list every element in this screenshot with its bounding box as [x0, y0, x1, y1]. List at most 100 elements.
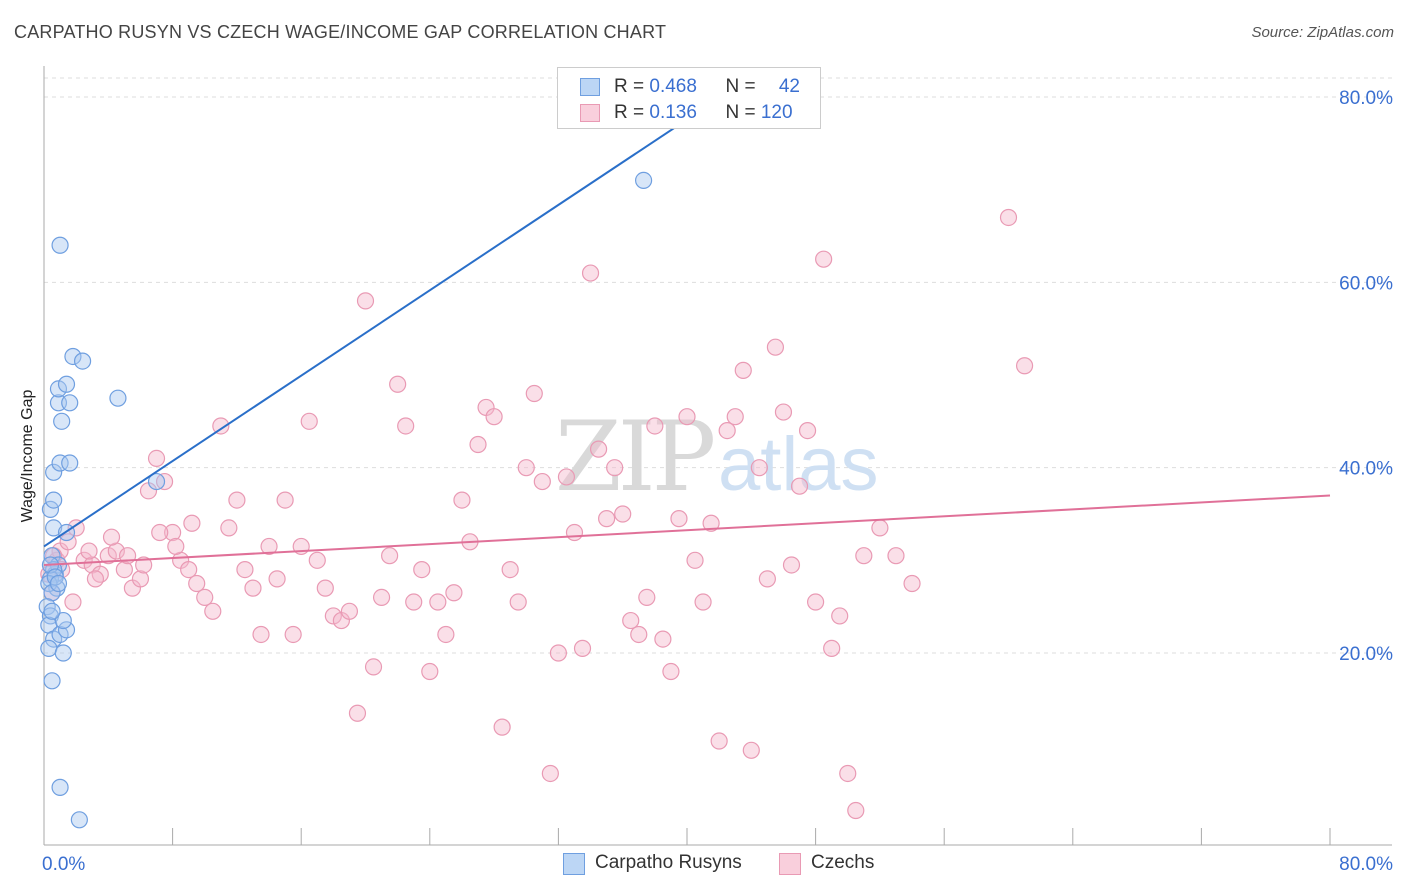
czechs-point [622, 611, 640, 630]
czechs-point [549, 644, 568, 662]
czechs-point [999, 208, 1018, 227]
czechs-point [397, 417, 415, 435]
czechs-point [815, 250, 833, 268]
czechs-point [381, 547, 399, 565]
czechs-point [694, 593, 712, 611]
czechs-point [212, 417, 230, 435]
czechs-point [806, 593, 825, 611]
czechs-point [855, 547, 873, 565]
czechs-point [340, 602, 359, 620]
czechs-point [421, 662, 439, 681]
carpatho-rusyns-point [41, 500, 60, 518]
carpatho-rusyns-point [51, 778, 69, 796]
czechs-point [102, 528, 121, 546]
czechs-point [67, 519, 85, 537]
legend-n-value: 120 [760, 102, 793, 123]
czechs-point [147, 449, 166, 467]
czechs-point [389, 375, 407, 393]
czechs-point [308, 551, 326, 569]
tick-labels: 20.0% 40.0% 60.0% 80.0% 0.0% 80.0% [42, 88, 1393, 875]
czechs-point [131, 570, 150, 588]
czechs-point [493, 718, 511, 736]
czechs-point [268, 570, 286, 588]
czechs-point [300, 412, 318, 430]
czechs-point [501, 560, 519, 579]
czechs-point [167, 537, 185, 556]
y-tick-label: 80.0% [1339, 88, 1393, 109]
correlation-legend: R = 0.468 N = 42 R = 0.136 N = 120 [557, 67, 821, 129]
czechs-point [316, 579, 334, 597]
legend-r-value: 0.468 [649, 76, 697, 97]
czechs-point [565, 523, 584, 542]
czechs-point [742, 741, 760, 759]
czechs-point [64, 593, 82, 611]
czechs-point [252, 625, 270, 644]
czechs-point [469, 435, 487, 454]
carpatho-rusyns-point [57, 621, 76, 639]
czechs-point [887, 547, 905, 565]
source-credit: Source: ZipAtlas.com [1251, 24, 1394, 41]
czechs-point [517, 459, 535, 477]
czechs-points [40, 208, 1034, 820]
legend-n-label: N = [725, 76, 761, 97]
czechs-point [405, 593, 423, 611]
carpatho-rusyns-point [147, 472, 166, 491]
czechs-point [115, 560, 133, 579]
czechs-point [718, 422, 736, 440]
legend-n-value: 42 [778, 76, 800, 97]
carpatho-rusyns-trend-line [43, 116, 691, 548]
czechs-point [638, 588, 656, 607]
czechs-point [228, 491, 246, 509]
carpatho-rusyns-points [38, 171, 653, 829]
czechs-point [260, 537, 278, 556]
czechs-point [180, 560, 198, 579]
czechs-point [453, 491, 471, 509]
czechs-point [774, 403, 793, 421]
blue-swatch [563, 853, 585, 875]
czechs-point [244, 579, 262, 597]
czechs-point [614, 505, 632, 523]
czechs-point [557, 468, 576, 486]
legend-label: Carpatho Rusyns [595, 852, 742, 873]
carpatho-rusyns-point [54, 611, 72, 630]
czechs-point [839, 764, 857, 783]
czechs-point [589, 440, 608, 458]
czechs-point [188, 574, 206, 593]
legend-n-label: N = [725, 102, 761, 123]
czechs-point [662, 662, 680, 681]
blue-swatch [580, 78, 600, 96]
carpatho-rusyns-point [634, 171, 653, 189]
czechs-point [220, 519, 238, 537]
carpatho-rusyns-point [40, 574, 58, 593]
czechs-point [702, 514, 720, 532]
czechs-point [847, 801, 865, 820]
czechs-point [485, 408, 503, 426]
carpatho-rusyns-point [61, 454, 79, 472]
legend-r-value: 0.136 [649, 102, 697, 123]
carpatho-rusyns-point [54, 644, 72, 662]
czechs-point [630, 625, 648, 644]
czechs-point [758, 570, 776, 588]
czechs-point [284, 625, 302, 644]
legend-r-label: R = [614, 102, 650, 123]
czechs-point [782, 556, 801, 574]
czechs-point [871, 519, 889, 537]
czechs-point [1015, 357, 1034, 375]
carpatho-rusyns-point [49, 380, 68, 398]
czechs-point [670, 510, 688, 528]
carpatho-rusyns-point [73, 352, 92, 370]
series-legend: Carpatho Rusyns Czechs [0, 852, 1406, 876]
czechs-point [348, 704, 367, 722]
carpatho-rusyns-point [45, 519, 63, 537]
pink-swatch [779, 853, 801, 875]
pink-swatch [580, 104, 600, 122]
czechs-point [324, 607, 342, 625]
czechs-point [164, 523, 182, 542]
carpatho-rusyns-point [70, 811, 88, 829]
czechs-point [734, 361, 752, 379]
czechs-point [135, 556, 153, 574]
carpatho-rusyns-point [61, 394, 79, 412]
czechs-point [726, 408, 744, 426]
czechs-point [798, 422, 817, 440]
czechs-point [598, 510, 616, 528]
